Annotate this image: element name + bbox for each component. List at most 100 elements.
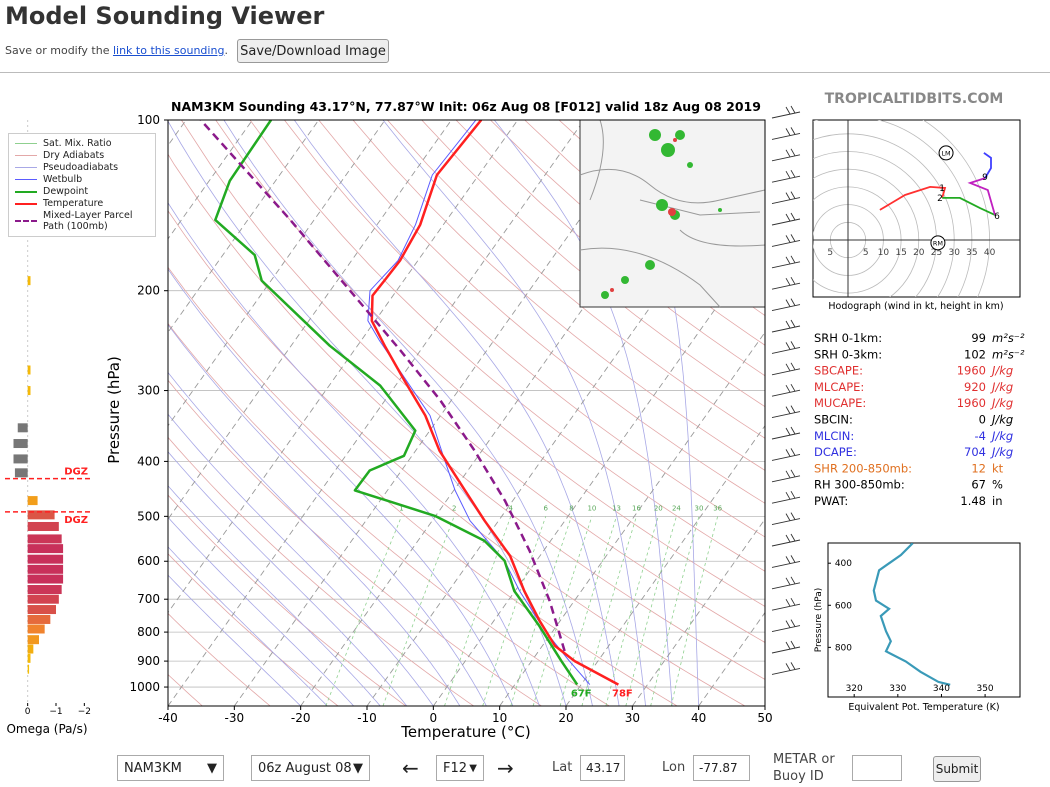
stat-unit: J/kg [990,364,1013,378]
ring-label: 30 [948,248,960,258]
thetae-x-tick-label: 340 [933,684,950,694]
stat-label: MLCAPE: [814,380,864,394]
height-label: 6 [994,212,1000,222]
lon-input[interactable]: -77.87 [693,755,750,781]
sounding-link[interactable]: link to this sounding [112,44,225,57]
y-tick-label: 300 [137,384,160,398]
legend-label: Mixed-Layer Parcel Path (100mb) [43,210,133,232]
x-tick-label: 50 [757,711,772,725]
y-tick-label: 100 [137,113,160,127]
pseudoadiabat [168,574,301,706]
legend-item: Pseudoadiabats [11,162,153,173]
omega-bar [27,644,34,654]
stat-label: RH 300-850mb: [814,478,905,492]
ring-label: 15 [895,248,906,258]
y-axis-label: Pressure (hPa) [105,356,123,464]
run-select[interactable]: 06z August 08 ▼ [251,755,370,781]
wind-barb [771,490,801,504]
stat-value: 102 [964,347,986,361]
wind-barb [771,469,801,483]
omega-tick-label: −2 [78,707,91,717]
dropdown-arrow: ▼ [207,760,217,776]
mixing-ratio-label: 24 [672,504,681,512]
wind-barb [771,341,801,354]
dry-adiabat [352,120,765,471]
dry-adiabat [168,210,746,706]
legend-label: Dewpoint [43,186,89,197]
pseudoadiabat [168,120,567,706]
dry-adiabat [181,120,765,643]
ring-label: 10 [878,248,890,258]
omega-tick-label: 0 [25,707,31,717]
thetae-y-tick-label: 600 [835,601,852,611]
stat-value: -4 [975,429,986,443]
pseudoadiabat [168,413,434,706]
omega-bar [17,423,28,433]
brand: TROPICALTIDBITS.COM [825,91,1004,107]
stat-unit: kt [992,461,1004,475]
stat-label: SBCIN: [814,413,853,427]
legend-label: Wetbulb [43,174,83,185]
wind-barb [771,319,801,333]
mixing-ratio-line [650,516,700,706]
save-button[interactable]: Save/Download Image [237,39,389,63]
thetae-y-tick-label: 800 [835,643,852,653]
x-axis-label: Temperature (°C) [400,723,530,741]
dry-adiabat [215,120,765,607]
dropdown-arrow: ▼ [353,760,363,776]
omega-bar [27,653,31,663]
omega-bar [27,276,31,286]
dgz-label: DGZ [64,515,88,526]
mixing-ratio-line [605,516,659,706]
hodograph-trace [942,196,996,216]
pseudoadiabat [168,485,381,706]
legend-item: Mixed-Layer Parcel Path (100mb) [11,210,153,232]
model-select[interactable]: NAM3KM ▼ [117,755,224,781]
forecast-select[interactable]: F12 ▼ [436,755,484,781]
storm-motion-label: LM [941,149,950,157]
thetae-line [872,543,951,686]
omega-bar [27,624,45,634]
station-input[interactable] [852,755,902,781]
legend-label: Sat. Mix. Ratio [43,138,112,149]
save-end: . [224,44,228,57]
prev-arrow[interactable]: ← [402,756,419,780]
stat-value: 1960 [957,364,986,378]
next-arrow[interactable]: → [497,756,514,780]
wind-barb [771,597,801,611]
stat-label: SHR 200-850mb: [814,461,912,475]
omega-bar [27,365,31,375]
stat-unit: % [992,478,1003,492]
mixing-ratio-label: 10 [587,504,596,512]
mixing-ratio-line [382,516,455,706]
y-tick-label: 600 [137,554,160,568]
stat-unit: J/kg [990,429,1013,443]
dry-adiabat [318,120,765,504]
omega-bar [14,468,28,478]
stat-unit: in [992,494,1002,508]
hodograph-trace [983,152,992,179]
profile-line [214,120,579,686]
x-tick-label: -10 [357,711,377,725]
mixing-ratio-line [444,516,512,706]
lat-input[interactable]: 43.17 [580,755,625,781]
y-tick-label: 1000 [129,680,160,694]
pseudoadiabat [168,546,328,706]
mixing-ratio-label: 6 [544,504,549,512]
mixing-ratio-label: 30 [695,504,704,512]
mixing-ratio-label: 13 [612,504,621,512]
wind-barb [771,640,801,654]
wind-barb [771,662,801,675]
stat-label: MUCAPE: [814,396,866,410]
y-tick-label: 200 [137,284,160,298]
pseudoadiabat [293,120,620,706]
ring-label: 20 [913,248,925,258]
wind-barb [771,555,801,568]
legend-swatch [15,179,37,180]
thetae-frame [827,542,1021,698]
legend-swatch [15,155,37,156]
legend-item: Wetbulb [11,174,153,185]
stat-label: PWAT: [814,494,848,508]
legend-label: Pseudoadiabats [43,162,119,173]
submit-button[interactable]: Submit [933,756,981,782]
